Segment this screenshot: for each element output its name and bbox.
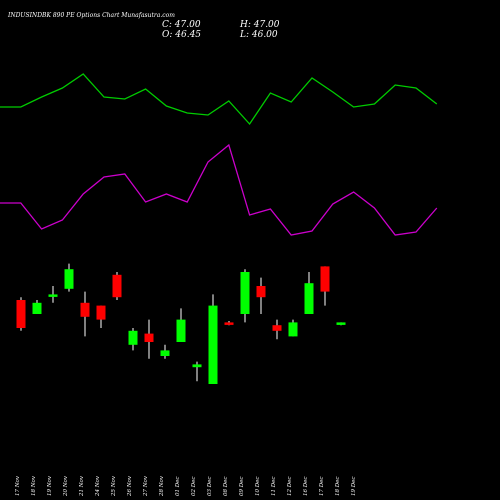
close-value: C: 47.00 [162, 20, 201, 30]
candle-body [96, 305, 106, 320]
candle-body [144, 333, 154, 342]
candle-body [208, 305, 218, 384]
candle-body [192, 364, 202, 368]
candle-body [64, 269, 74, 289]
candle-body [128, 330, 138, 345]
x-tick-label: 21 Nov [79, 475, 85, 497]
x-tick-label: 17 Dec [319, 477, 325, 497]
candle-body [80, 302, 90, 317]
x-tick-label: 25 Nov [111, 475, 117, 497]
open-value: O: 46.45 [162, 30, 202, 40]
x-tick-label: 03 Dec [207, 477, 213, 497]
x-tick-label: 28 Nov [159, 475, 165, 497]
series-line-1 [0, 73, 438, 126]
series-line-2 [0, 143, 438, 236]
candle-body [112, 274, 122, 298]
x-tick-label: 12 Dec [287, 477, 293, 497]
x-tick-label: 19 Nov [47, 475, 53, 496]
candle-body [32, 302, 42, 314]
x-tick-label: 24 Nov [95, 475, 101, 497]
x-tick-label: 20 Nov [63, 475, 69, 497]
x-tick-label: 10 Dec [255, 477, 261, 497]
candle-body [336, 322, 346, 325]
x-tick-label: 17 Nov [15, 475, 21, 496]
x-tick-label: 26 Nov [127, 475, 133, 497]
x-tick-label: 02 Dec [191, 477, 197, 497]
candle-body [224, 322, 234, 325]
x-tick-label: 16 Dec [303, 477, 309, 497]
candle-body [320, 266, 330, 292]
x-tick-label: 18 Dec [335, 477, 341, 497]
x-tick-label: 27 Nov [143, 475, 149, 497]
candle-body [272, 325, 282, 331]
candle-body [288, 322, 298, 337]
candle-body [16, 300, 26, 328]
candle-body [256, 286, 266, 298]
candle-body [304, 283, 314, 314]
x-tick-label: 01 Dec [175, 477, 181, 497]
candle-body [240, 272, 250, 314]
chart-title: INDUSINDBK 890 PE Options Chart Munafasu… [8, 12, 175, 19]
x-tick-label: 11 Dec [271, 477, 277, 497]
candle-body [48, 294, 58, 297]
x-tick-label: 18 Nov [31, 475, 37, 496]
high-value: H: 47.00 [240, 20, 280, 30]
x-tick-label: 08 Dec [223, 477, 229, 497]
x-tick-label: 09 Dec [239, 477, 245, 497]
candle-body [176, 319, 186, 342]
low-value: L: 46.00 [240, 30, 278, 40]
x-tick-label: 19 Dec [351, 477, 357, 497]
candle-body [160, 350, 170, 356]
